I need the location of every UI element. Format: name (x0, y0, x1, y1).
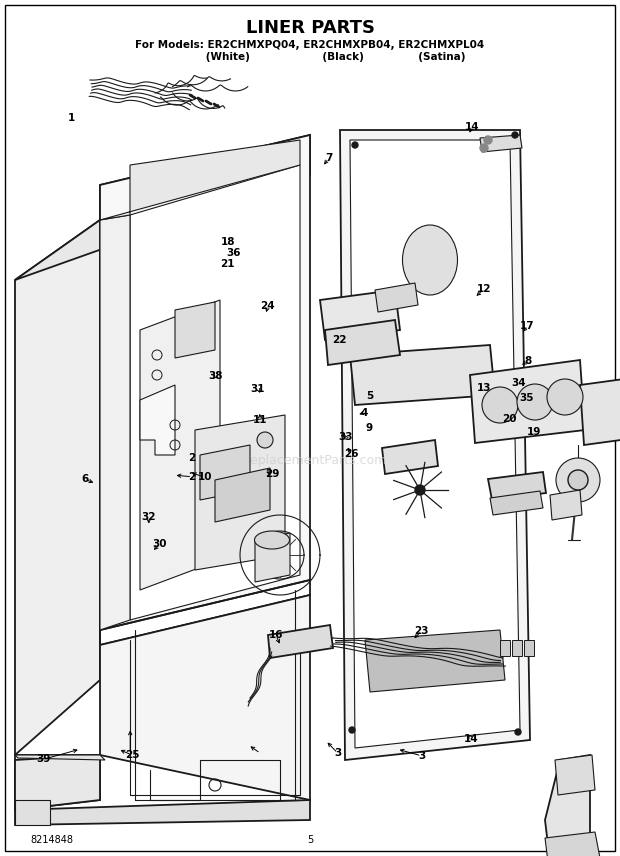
Polygon shape (550, 490, 582, 520)
Text: 8214848: 8214848 (30, 835, 73, 845)
Text: 3: 3 (334, 748, 342, 758)
Text: 13: 13 (476, 383, 491, 393)
Circle shape (349, 727, 355, 733)
Text: 10: 10 (197, 472, 212, 482)
Text: 38: 38 (208, 371, 223, 381)
Polygon shape (175, 302, 215, 358)
Polygon shape (140, 300, 220, 590)
Text: 30: 30 (153, 538, 167, 549)
Polygon shape (100, 135, 310, 630)
Text: 21: 21 (220, 259, 235, 269)
Polygon shape (215, 468, 270, 522)
Polygon shape (15, 800, 50, 825)
Polygon shape (470, 360, 585, 443)
Polygon shape (545, 832, 600, 856)
Text: 12: 12 (476, 284, 491, 294)
Polygon shape (382, 440, 438, 474)
Polygon shape (365, 630, 505, 692)
Text: 16: 16 (268, 630, 283, 640)
Circle shape (482, 387, 518, 423)
Polygon shape (580, 370, 620, 445)
Text: 35: 35 (520, 393, 534, 403)
Text: 26: 26 (344, 449, 359, 459)
Polygon shape (130, 165, 300, 620)
Polygon shape (15, 755, 100, 810)
Text: 31: 31 (250, 383, 265, 394)
Text: 22: 22 (332, 335, 347, 345)
Text: 6: 6 (81, 474, 89, 484)
Polygon shape (545, 755, 590, 855)
Text: 5: 5 (366, 391, 373, 401)
Polygon shape (375, 283, 418, 312)
Polygon shape (350, 345, 495, 405)
Text: 4: 4 (361, 407, 368, 418)
Text: 14: 14 (464, 734, 479, 744)
Polygon shape (140, 385, 175, 455)
Text: 5: 5 (307, 835, 313, 845)
Text: LINER PARTS: LINER PARTS (246, 19, 374, 37)
Polygon shape (512, 640, 522, 656)
Text: 36: 36 (226, 247, 241, 258)
Circle shape (512, 132, 518, 138)
Circle shape (568, 470, 588, 490)
Circle shape (556, 458, 600, 502)
Polygon shape (255, 533, 290, 582)
Polygon shape (325, 320, 400, 365)
Polygon shape (488, 472, 546, 500)
Circle shape (257, 432, 273, 448)
Text: 9: 9 (366, 423, 373, 433)
Text: For Models: ER2CHMXPQ04, ER2CHMXPB04, ER2CHMXPL04: For Models: ER2CHMXPQ04, ER2CHMXPB04, ER… (135, 40, 485, 50)
Text: 17: 17 (520, 321, 535, 331)
Polygon shape (480, 135, 522, 152)
Text: 8: 8 (524, 356, 531, 366)
Text: 24: 24 (260, 301, 275, 312)
Polygon shape (100, 140, 300, 220)
Text: 20: 20 (502, 414, 517, 425)
Polygon shape (195, 415, 285, 570)
Text: eReplacementParts.com: eReplacementParts.com (234, 454, 386, 467)
Polygon shape (524, 640, 534, 656)
Text: 19: 19 (527, 427, 542, 437)
Text: 2: 2 (188, 472, 196, 482)
Circle shape (515, 729, 521, 735)
Text: 33: 33 (339, 432, 353, 443)
Circle shape (480, 144, 488, 152)
Circle shape (517, 384, 553, 420)
Polygon shape (320, 290, 400, 340)
Circle shape (415, 485, 425, 495)
Circle shape (484, 136, 492, 144)
Polygon shape (100, 595, 310, 800)
Ellipse shape (254, 531, 290, 549)
Polygon shape (268, 625, 333, 658)
Text: 2: 2 (188, 453, 196, 463)
Text: 25: 25 (125, 750, 140, 760)
Text: 1: 1 (68, 113, 75, 123)
Text: 18: 18 (221, 237, 236, 247)
Text: 7: 7 (325, 153, 332, 163)
Text: 3: 3 (418, 751, 425, 761)
Text: 34: 34 (511, 378, 526, 389)
Text: 23: 23 (414, 626, 429, 636)
Polygon shape (200, 445, 250, 500)
Polygon shape (350, 140, 520, 748)
Polygon shape (340, 130, 530, 760)
Text: (White)                    (Black)               (Satina): (White) (Black) (Satina) (155, 52, 465, 62)
Text: 32: 32 (141, 512, 156, 522)
Polygon shape (15, 755, 100, 810)
Text: 11: 11 (253, 415, 268, 425)
Polygon shape (500, 640, 510, 656)
Circle shape (352, 142, 358, 148)
Polygon shape (490, 491, 543, 515)
Ellipse shape (402, 225, 458, 295)
Text: 14: 14 (465, 122, 480, 132)
Polygon shape (15, 800, 310, 825)
Polygon shape (15, 135, 310, 280)
Circle shape (547, 379, 583, 415)
Polygon shape (15, 220, 100, 755)
Polygon shape (555, 755, 595, 795)
Polygon shape (100, 215, 130, 630)
Text: 39: 39 (36, 754, 51, 764)
Text: 29: 29 (265, 469, 280, 479)
Polygon shape (15, 755, 105, 760)
